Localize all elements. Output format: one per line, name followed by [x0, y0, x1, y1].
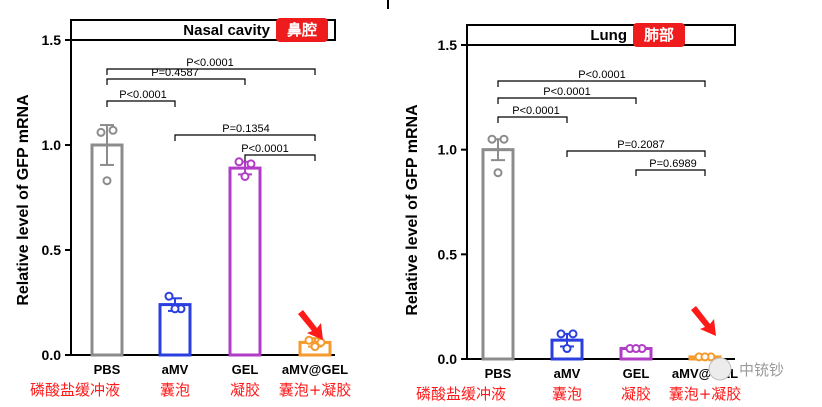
- significance-bracket: [244, 154, 316, 161]
- significance-bracket: [106, 78, 246, 85]
- category-label: GEL: [232, 362, 259, 377]
- category-cn-label: 磷酸盐缓冲液: [416, 385, 506, 403]
- chart-title: Lung: [590, 27, 627, 44]
- data-point: [164, 291, 174, 301]
- data-point: [487, 134, 497, 144]
- y-tick-label: 0.0: [42, 347, 62, 363]
- significance-bracket: [497, 97, 637, 104]
- title-tag-label: 鼻腔: [287, 21, 317, 39]
- significance-bracket: [566, 150, 706, 157]
- category-cn-label: 磷酸盐缓冲液: [30, 381, 120, 399]
- category-label: PBS: [485, 366, 512, 381]
- category-cn-label: 囊泡+凝胶: [669, 385, 742, 403]
- p-value-label: P<0.0001: [578, 69, 625, 81]
- significance-bracket: [106, 68, 316, 75]
- y-tick-label: 1.0: [438, 142, 458, 158]
- p-value-label: P<0.0001: [119, 89, 166, 101]
- data-point: [700, 352, 710, 362]
- panel-nasal-cavity: Nasal cavity 鼻腔 0.0 0.5 1.0 1.5 Relative level…: [15, 18, 351, 399]
- category-cn-label: 凝胶: [621, 385, 651, 403]
- category-cn-label: 凝胶: [230, 381, 260, 399]
- p-value-label: P=0.2087: [617, 139, 664, 151]
- y-tick-label: 0.0: [438, 351, 458, 367]
- chart-title: Nasal cavity: [183, 22, 270, 39]
- red-arrow-icon: [298, 310, 323, 340]
- significance-bracket: [497, 80, 706, 87]
- category-cn-label: 囊泡: [160, 381, 190, 399]
- category-label: PBS: [94, 362, 121, 377]
- red-arrow-icon: [691, 306, 716, 336]
- watermark-logo-icon: [708, 357, 732, 381]
- y-tick-label: 0.5: [438, 246, 458, 262]
- title-box: [70, 19, 336, 41]
- watermark: 中铳钞: [708, 357, 784, 381]
- data-point: [170, 304, 180, 314]
- data-point: [96, 127, 106, 137]
- data-point: [240, 172, 250, 181]
- p-value-label: P=0.1354: [222, 123, 269, 135]
- title-tag-badge: [276, 18, 328, 42]
- data-point: [562, 344, 572, 354]
- data-point: [108, 125, 118, 135]
- panel-lung: Lung 肺部 0.0 0.5 1.0 1.5 Relative level of GFP …: [404, 23, 741, 403]
- p-value-label: P<0.0001: [512, 105, 559, 117]
- significance-bracket: [106, 100, 176, 107]
- category-label: aMV: [554, 366, 581, 381]
- p-value-label: P<0.0001: [186, 57, 233, 69]
- title-tag-label: 肺部: [644, 26, 674, 44]
- data-point: [556, 329, 566, 339]
- y-tick-label: 1.0: [42, 137, 62, 153]
- y-tick-label: 0.5: [42, 242, 62, 258]
- data-point: [246, 159, 256, 169]
- p-value-label: P=0.6989: [649, 158, 696, 170]
- category-cn-label: 囊泡+凝胶: [279, 381, 352, 399]
- y-axis-label: Relative level of GFP mRNA: [404, 104, 421, 316]
- title-tag-badge: [633, 23, 685, 47]
- significance-bracket: [635, 169, 706, 176]
- data-point: [102, 176, 112, 186]
- significance-bracket: [174, 134, 316, 141]
- p-value-label: P<0.0001: [241, 143, 288, 155]
- category-label: GEL: [623, 366, 650, 381]
- significance-bracket: [497, 116, 568, 123]
- bar-pbs: [481, 148, 515, 361]
- y-tick-label: 1.5: [42, 32, 62, 48]
- p-value-label: P<0.0001: [543, 86, 590, 98]
- data-point: [568, 329, 578, 339]
- category-label: aMV: [162, 362, 189, 377]
- p-value-label: P=0.4587: [151, 67, 198, 79]
- data-point: [234, 157, 244, 167]
- watermark-text: 中铳钞: [739, 361, 784, 379]
- bar-gel: [228, 166, 262, 357]
- data-point: [499, 134, 509, 144]
- data-point: [310, 342, 320, 352]
- y-tick-label: 1.5: [438, 37, 458, 53]
- category-label: aMV@GEL: [282, 362, 348, 377]
- y-axis-label: Relative level of GFP mRNA: [15, 94, 32, 306]
- data-point: [304, 335, 314, 345]
- data-point: [631, 344, 641, 354]
- data-point: [493, 168, 503, 178]
- category-cn-label: 囊泡: [552, 385, 582, 403]
